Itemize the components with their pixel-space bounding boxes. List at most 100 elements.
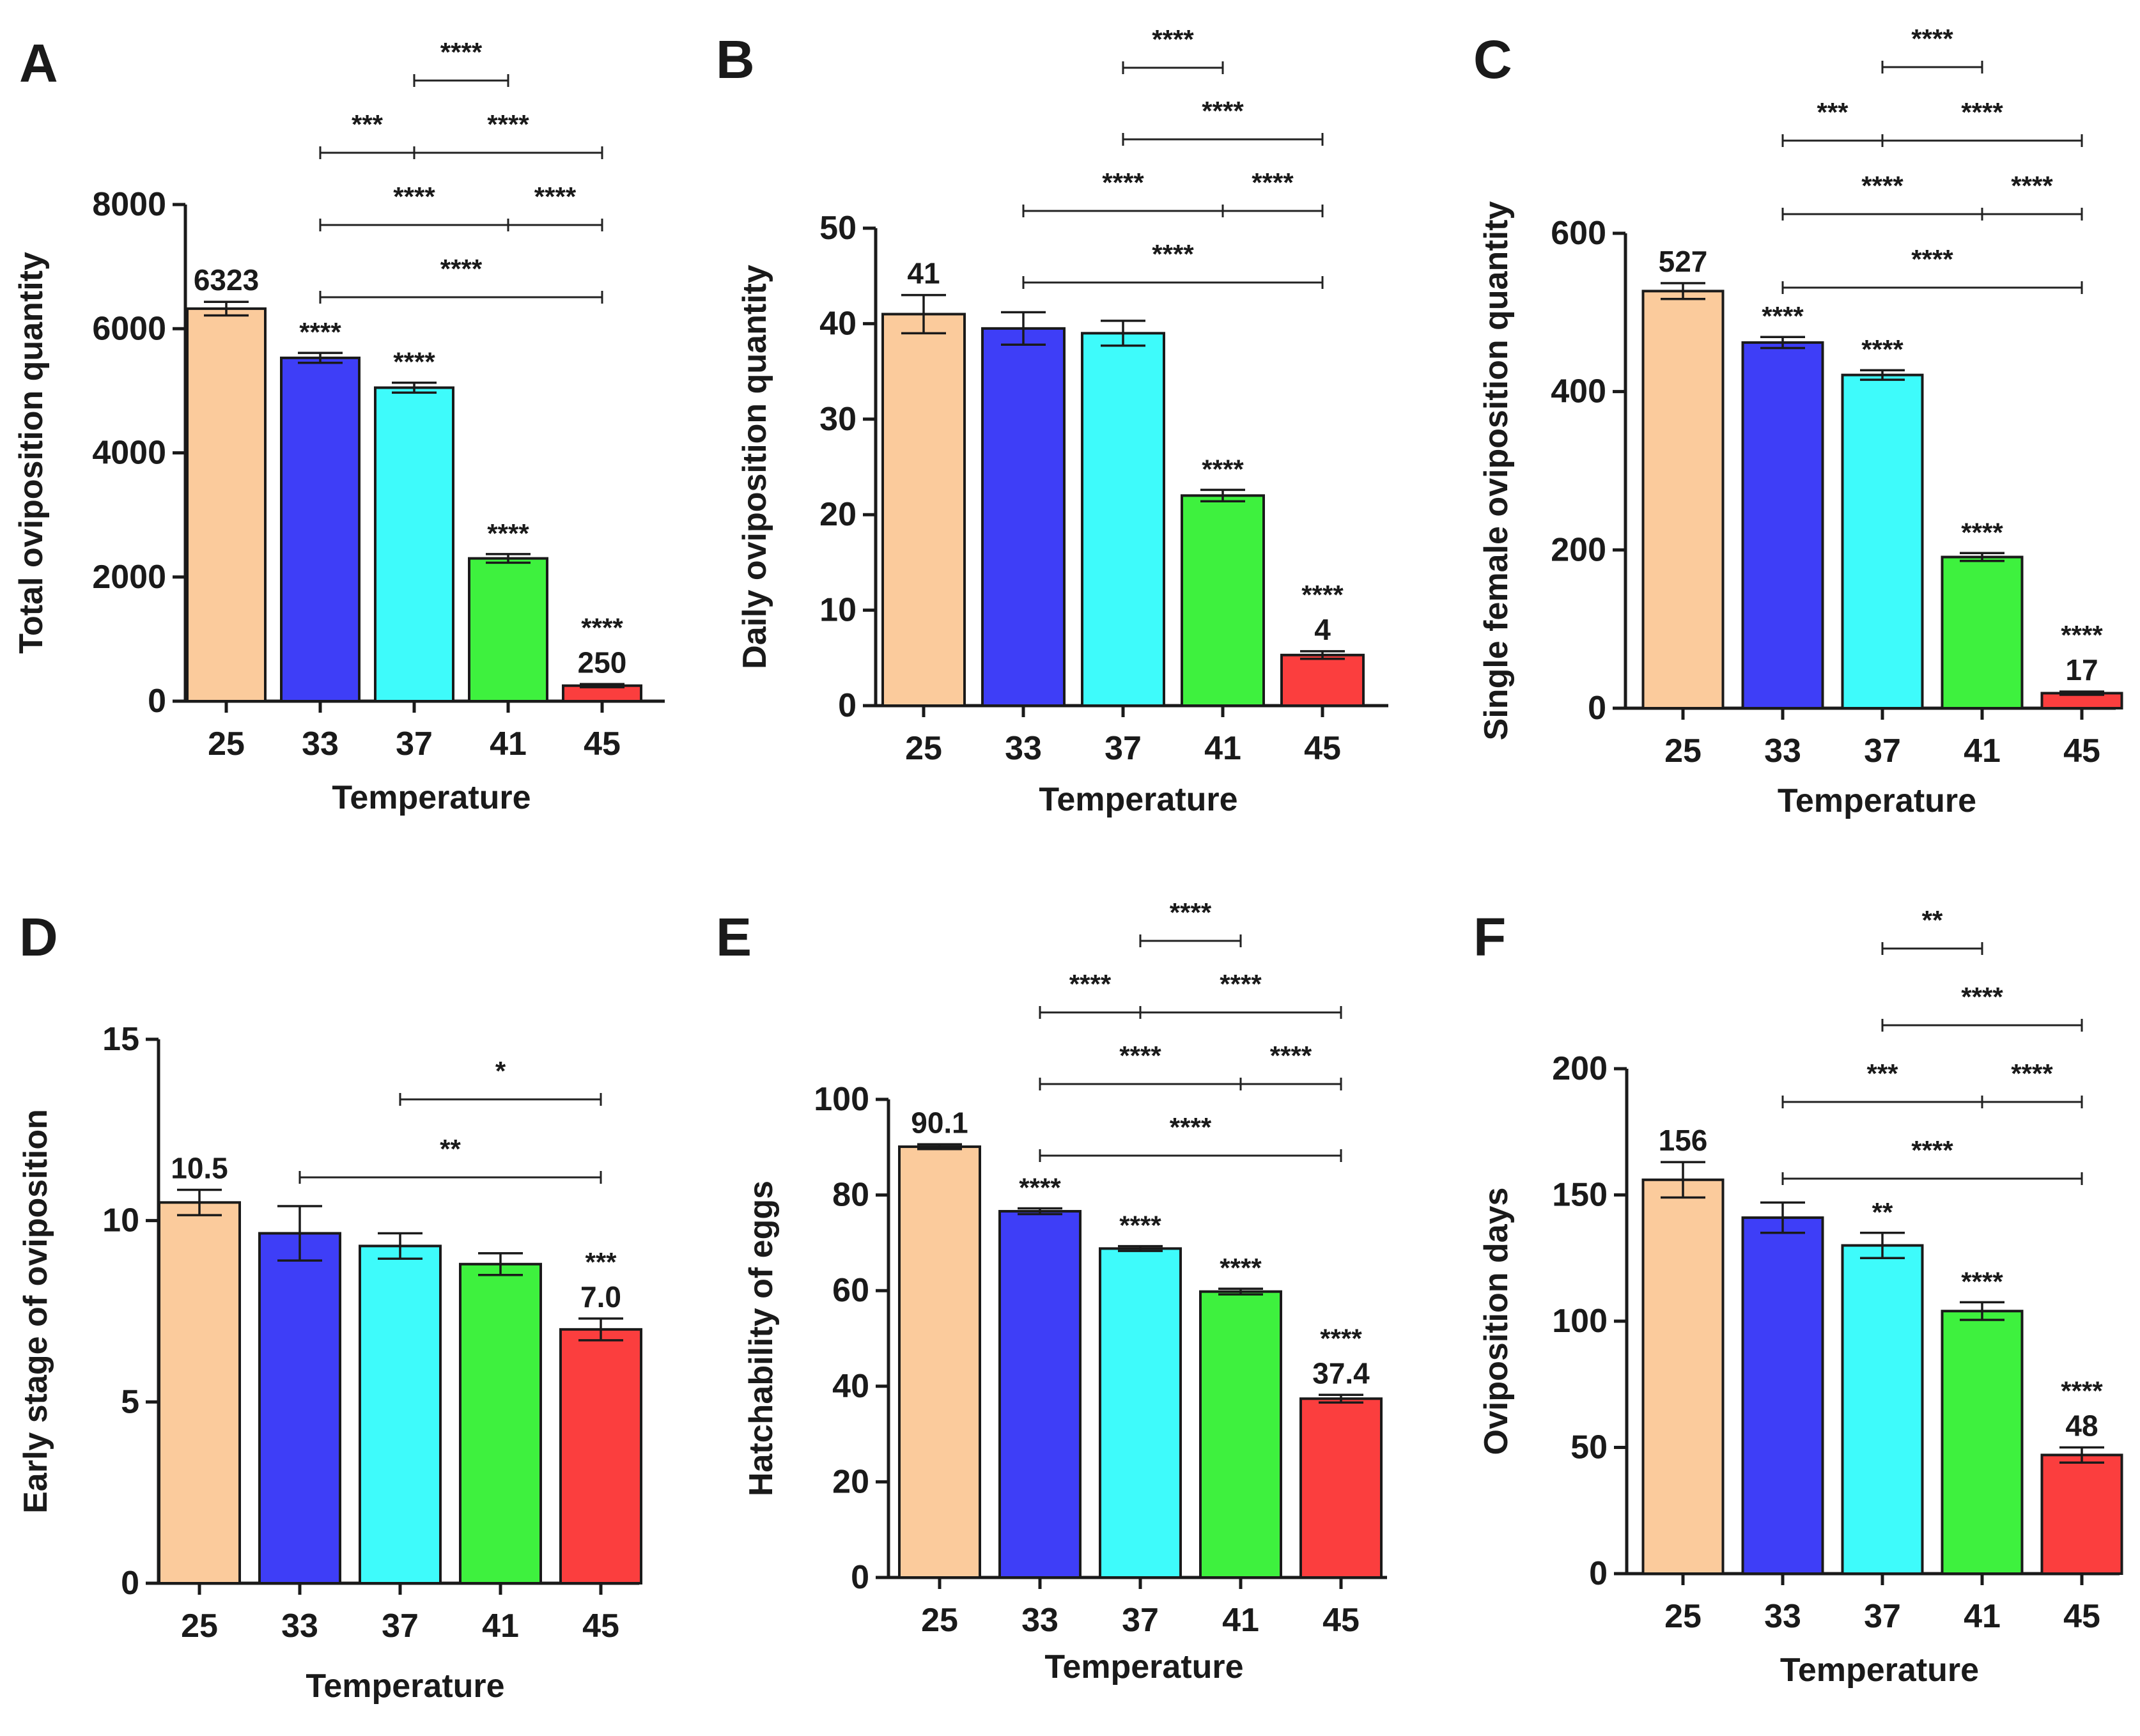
x-tick-label: 33 xyxy=(1764,1598,1801,1635)
significance-label: **** xyxy=(1119,1211,1161,1241)
significance-bracket: **** xyxy=(1122,96,1324,146)
y-tick-label: 200 xyxy=(1551,531,1606,568)
x-tick-label: 41 xyxy=(490,725,527,763)
x-tick-label: 41 xyxy=(1222,1602,1259,1639)
y-tick-label: 0 xyxy=(121,1565,139,1602)
y-tick-label: 2000 xyxy=(92,559,166,596)
y-tick-label: 10 xyxy=(102,1202,139,1239)
bar-37 xyxy=(374,386,454,702)
data-label: 48 xyxy=(2065,1409,2098,1443)
significance-label: **** xyxy=(393,182,435,212)
panel-c: C 0 200 400 600 Single female oviposition qua… xyxy=(1473,24,2123,819)
bar-37 xyxy=(1841,1244,1924,1575)
significance-bracket: **** xyxy=(1881,24,1983,74)
bar-37 xyxy=(1841,373,1924,709)
significance-bracket: **** xyxy=(1139,897,1242,947)
bar-45 xyxy=(1299,1397,1383,1579)
x-tick-label: 37 xyxy=(1122,1602,1159,1639)
significance-bracket: **** **** xyxy=(1039,1041,1342,1090)
panel-letter: C xyxy=(1473,29,1512,89)
y-axis-title: Total oviposition quantity xyxy=(13,252,50,654)
significance-label: **** xyxy=(1961,982,2003,1012)
y-tick-label: 0 xyxy=(1588,690,1606,727)
x-axis-title: Temperature xyxy=(306,1668,504,1705)
bar-33 xyxy=(981,327,1066,707)
significance-label: **** xyxy=(1762,301,1804,331)
y-tick-label: 10 xyxy=(819,592,857,629)
y-tick-label: 8000 xyxy=(92,186,166,223)
x-tick-label: 45 xyxy=(2063,1598,2100,1635)
y-tick-label: 80 xyxy=(832,1177,869,1214)
y-tick-label: 0 xyxy=(851,1559,869,1596)
y-tick-label: 20 xyxy=(832,1463,869,1500)
significance-label: **** xyxy=(1861,171,1904,201)
significance-bracket: **** xyxy=(1122,24,1224,74)
significance-label: **** xyxy=(534,182,577,212)
significance-label: **** xyxy=(1102,167,1144,198)
y-axis-title: Daily oviposition quantity xyxy=(736,265,773,669)
x-tick-label: 41 xyxy=(482,1608,519,1645)
x-tick-label: 45 xyxy=(584,725,621,763)
y-axis-title: Early stage of oviposition xyxy=(17,1109,54,1514)
bar-25 xyxy=(186,307,267,703)
significance-label: **** xyxy=(1220,969,1262,999)
significance-label: **** xyxy=(440,37,483,67)
x-tick-label: 33 xyxy=(1021,1602,1058,1639)
x-axis-title: Temperature xyxy=(1044,1648,1243,1686)
y-tick-label: 200 xyxy=(1552,1050,1608,1087)
x-tick-label: 45 xyxy=(2063,732,2100,770)
y-tick-label: 600 xyxy=(1551,215,1606,252)
significance-bracket: **** **** xyxy=(1781,171,2083,221)
significance-bracket: **** xyxy=(1881,982,2083,1032)
significance-label: **** xyxy=(1152,24,1194,54)
x-tick-label: 33 xyxy=(1764,732,1801,770)
y-tick-label: 50 xyxy=(1570,1429,1608,1466)
significance-bracket: *** **** xyxy=(1781,1058,2083,1108)
x-axis-title: Temperature xyxy=(1778,782,1976,819)
significance-label: **** xyxy=(1252,167,1294,198)
significance-label: **** xyxy=(2061,620,2103,650)
significance-label: *** xyxy=(585,1247,617,1277)
bar-41 xyxy=(468,557,548,702)
y-axis-title: Single female oviposition quantity xyxy=(1478,201,1515,741)
bar-37 xyxy=(359,1244,442,1585)
significance-bracket: **** **** xyxy=(319,182,603,231)
y-tick-label: 5 xyxy=(121,1383,139,1420)
data-label: 37.4 xyxy=(1312,1356,1370,1390)
significance-bracket: *** **** xyxy=(319,109,603,159)
panel-letter: F xyxy=(1473,907,1506,967)
y-tick-label: 20 xyxy=(819,496,857,533)
significance-label: **** xyxy=(581,612,623,642)
y-tick-label: 400 xyxy=(1551,373,1606,410)
significance-label: **** xyxy=(1152,239,1194,269)
significance-label: **** xyxy=(1202,454,1244,484)
panel-e: E 0 20 40 60 80 100 Hatchability of eggs Tempera… xyxy=(716,897,1387,1686)
x-tick-label: 25 xyxy=(1664,732,1702,770)
significance-label: **** xyxy=(1270,1041,1312,1071)
bar-37 xyxy=(1099,1247,1182,1579)
significance-label: **** xyxy=(440,254,483,284)
significance-label: **** xyxy=(1961,97,2003,127)
panel-f: F 0 50 100 150 200 Oviposition days Temperature… xyxy=(1473,905,2123,1689)
x-tick-label: 41 xyxy=(1964,732,2001,770)
bar-41 xyxy=(1941,1310,2024,1575)
significance-label: **** xyxy=(1069,969,1112,999)
data-label: 7.0 xyxy=(580,1280,621,1314)
significance-label: **** xyxy=(393,347,435,377)
significance-label: *** xyxy=(352,109,384,139)
panel-letter: E xyxy=(716,907,752,967)
significance-label: *** xyxy=(1817,97,1849,127)
y-tick-label: 0 xyxy=(838,687,857,724)
significance-bracket: **** xyxy=(1781,244,2083,294)
data-label: 17 xyxy=(2065,653,2098,686)
bar-25 xyxy=(898,1145,981,1579)
bar-37 xyxy=(1081,332,1165,707)
significance-label: **** xyxy=(2011,171,2053,201)
x-tick-label: 37 xyxy=(1864,1598,1901,1635)
bar-45 xyxy=(1280,653,1365,707)
significance-label: **** xyxy=(1301,580,1344,610)
significance-bracket: **** xyxy=(1781,1135,2083,1185)
significance-bracket: ** xyxy=(299,1134,602,1184)
y-tick-label: 100 xyxy=(814,1081,869,1118)
